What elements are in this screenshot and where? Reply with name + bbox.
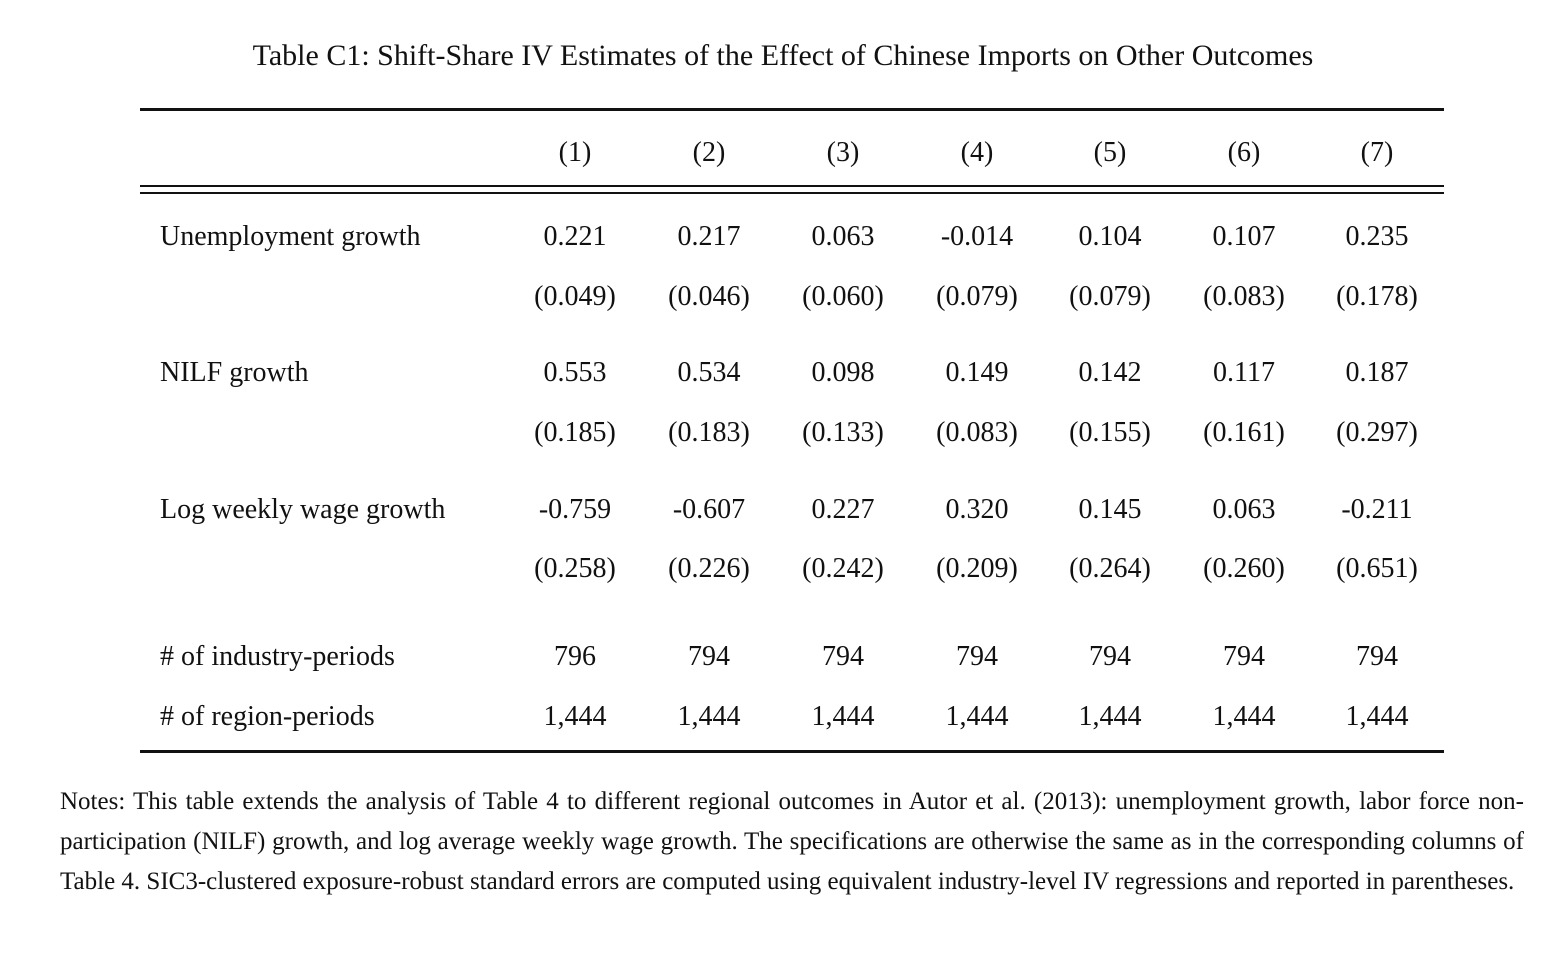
estimate-cell: 0.142: [1078, 357, 1142, 388]
estimate-cell: -0.759: [538, 494, 612, 525]
table-notes: Notes: This table extends the analysis o…: [60, 788, 1524, 895]
column-header: (7): [1360, 137, 1394, 168]
estimate-cell: 0.227: [811, 494, 875, 525]
estimate-cell: 0.107: [1212, 221, 1276, 252]
column-header: (3): [826, 137, 860, 168]
estimate-cell: 0.149: [945, 357, 1009, 388]
count-cell: 1,444: [677, 701, 741, 732]
count-cell: 1,444: [1212, 701, 1276, 732]
column-header: (2): [692, 137, 726, 168]
count-cell: 1,444: [543, 701, 607, 732]
estimate-cell: 0.320: [945, 494, 1009, 525]
std-error-cell: (0.226): [668, 553, 750, 584]
estimate-cell: 0.117: [1213, 357, 1275, 388]
std-error-cell: (0.258): [534, 553, 616, 584]
header-double-rule-upper: [140, 185, 1444, 187]
row-label: NILF growth: [160, 357, 309, 388]
estimate-cell: 0.063: [811, 221, 875, 252]
std-error-cell: (0.297): [1336, 417, 1418, 448]
estimate-cell: -0.607: [672, 494, 746, 525]
estimate-cell: 0.235: [1345, 221, 1409, 252]
std-error-cell: (0.183): [668, 417, 750, 448]
bottom-rule: [140, 750, 1444, 753]
estimate-cell: -0.014: [940, 221, 1014, 252]
estimate-cell: 0.553: [543, 357, 607, 388]
count-cell: 796: [554, 641, 596, 672]
count-cell: 1,444: [1078, 701, 1142, 732]
std-error-cell: (0.049): [534, 281, 616, 312]
std-error-cell: (0.083): [936, 417, 1018, 448]
count-row-label: # of industry-periods: [160, 641, 395, 672]
estimate-cell: 0.187: [1345, 357, 1409, 388]
std-error-cell: (0.178): [1336, 281, 1418, 312]
std-error-cell: (0.079): [936, 281, 1018, 312]
count-cell: 794: [1089, 641, 1131, 672]
count-cell: 794: [822, 641, 864, 672]
std-error-cell: (0.209): [936, 553, 1018, 584]
estimate-cell: 0.534: [677, 357, 741, 388]
std-error-cell: (0.083): [1203, 281, 1285, 312]
column-header: (4): [960, 137, 994, 168]
row-label: Log weekly wage growth: [160, 494, 446, 525]
std-error-cell: (0.242): [802, 553, 884, 584]
std-error-cell: (0.161): [1203, 417, 1285, 448]
estimate-cell: 0.145: [1078, 494, 1142, 525]
row-label: Unemployment growth: [160, 221, 421, 252]
std-error-cell: (0.060): [802, 281, 884, 312]
column-header: (5): [1093, 137, 1127, 168]
count-cell: 1,444: [945, 701, 1009, 732]
count-row-label: # of region-periods: [160, 701, 375, 732]
std-error-cell: (0.651): [1336, 553, 1418, 584]
top-rule: [140, 108, 1444, 111]
std-error-cell: (0.079): [1069, 281, 1151, 312]
column-header: (6): [1227, 137, 1261, 168]
count-cell: 794: [688, 641, 730, 672]
estimate-cell: -0.211: [1341, 494, 1413, 525]
count-cell: 794: [1223, 641, 1265, 672]
count-cell: 1,444: [1345, 701, 1409, 732]
column-header: (1): [558, 137, 592, 168]
estimate-cell: 0.098: [811, 357, 875, 388]
std-error-cell: (0.046): [668, 281, 750, 312]
count-cell: 1,444: [811, 701, 875, 732]
estimate-cell: 0.221: [543, 221, 607, 252]
estimate-cell: 0.104: [1078, 221, 1142, 252]
std-error-cell: (0.264): [1069, 553, 1151, 584]
header-double-rule-lower: [140, 192, 1444, 194]
std-error-cell: (0.133): [802, 417, 884, 448]
table-caption: Table C1: Shift-Share IV Estimates of th…: [252, 39, 1314, 72]
estimate-cell: 0.063: [1212, 494, 1276, 525]
count-cell: 794: [1356, 641, 1398, 672]
std-error-cell: (0.260): [1203, 553, 1285, 584]
estimate-cell: 0.217: [677, 221, 741, 252]
count-cell: 794: [956, 641, 998, 672]
std-error-cell: (0.185): [534, 417, 616, 448]
std-error-cell: (0.155): [1069, 417, 1151, 448]
